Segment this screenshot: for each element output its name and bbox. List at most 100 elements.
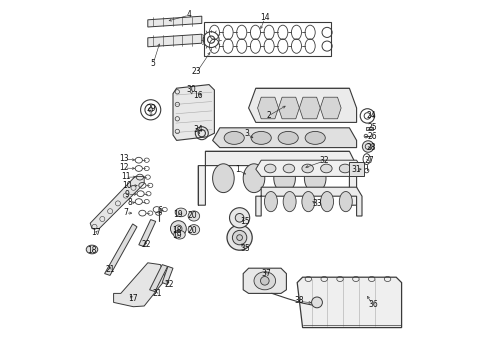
Text: 21: 21 (152, 289, 162, 298)
Text: 8: 8 (127, 198, 132, 207)
Text: 6: 6 (158, 206, 163, 215)
Text: 21: 21 (105, 266, 115, 274)
Text: 18: 18 (172, 226, 181, 235)
Polygon shape (139, 220, 156, 247)
Ellipse shape (174, 230, 185, 239)
Polygon shape (198, 151, 357, 205)
Polygon shape (278, 97, 299, 119)
Text: 12: 12 (120, 163, 129, 172)
Text: 19: 19 (173, 210, 183, 219)
Text: 37: 37 (262, 269, 271, 278)
Ellipse shape (237, 235, 243, 240)
Text: 19: 19 (172, 231, 181, 240)
Text: 20: 20 (188, 211, 197, 220)
Polygon shape (104, 224, 137, 275)
Text: 35: 35 (240, 244, 250, 253)
Text: 15: 15 (240, 217, 250, 226)
Text: 3: 3 (245, 129, 249, 138)
Polygon shape (149, 265, 168, 292)
Text: 4: 4 (187, 10, 192, 19)
Text: 1: 1 (235, 165, 240, 174)
Polygon shape (258, 97, 278, 119)
Ellipse shape (283, 192, 296, 212)
Polygon shape (148, 16, 202, 27)
Ellipse shape (175, 208, 187, 217)
Text: 38: 38 (294, 296, 304, 305)
Ellipse shape (339, 192, 352, 212)
Ellipse shape (86, 245, 98, 254)
Ellipse shape (224, 131, 245, 144)
Ellipse shape (302, 164, 314, 173)
Polygon shape (320, 97, 341, 119)
Ellipse shape (254, 272, 275, 290)
Text: 11: 11 (121, 172, 130, 181)
Text: 9: 9 (125, 190, 130, 199)
Polygon shape (366, 127, 373, 130)
Text: 22: 22 (141, 240, 151, 249)
Text: 24: 24 (366, 111, 376, 120)
Text: 17: 17 (91, 228, 100, 237)
Text: 23: 23 (192, 68, 201, 77)
Text: 16: 16 (194, 91, 203, 100)
Polygon shape (243, 268, 286, 293)
Ellipse shape (265, 164, 276, 173)
Polygon shape (213, 128, 357, 148)
Text: 10: 10 (122, 181, 132, 190)
Ellipse shape (188, 211, 199, 221)
Text: 5: 5 (151, 58, 156, 68)
Ellipse shape (320, 192, 334, 212)
Text: 32: 32 (319, 156, 329, 165)
Ellipse shape (148, 108, 153, 112)
Ellipse shape (227, 225, 252, 250)
Polygon shape (256, 187, 362, 216)
Ellipse shape (304, 164, 326, 193)
Ellipse shape (274, 164, 295, 193)
Text: 26: 26 (368, 132, 378, 141)
Ellipse shape (232, 230, 247, 245)
Text: 28: 28 (366, 143, 376, 152)
Polygon shape (173, 85, 215, 140)
Ellipse shape (302, 192, 315, 212)
Polygon shape (297, 277, 402, 328)
Text: 14: 14 (260, 13, 270, 22)
Text: 31: 31 (352, 165, 362, 174)
Text: 2: 2 (266, 111, 271, 120)
Text: 18: 18 (87, 246, 97, 255)
Ellipse shape (339, 164, 351, 173)
Ellipse shape (243, 164, 265, 193)
Bar (204, 22, 331, 56)
Polygon shape (299, 97, 320, 119)
Ellipse shape (261, 276, 269, 285)
Ellipse shape (251, 131, 271, 144)
Ellipse shape (363, 141, 374, 152)
Polygon shape (114, 263, 166, 307)
Ellipse shape (265, 192, 277, 212)
Polygon shape (162, 266, 173, 284)
Ellipse shape (320, 164, 332, 173)
Ellipse shape (229, 208, 250, 228)
Ellipse shape (213, 164, 234, 193)
Polygon shape (90, 176, 144, 229)
Text: 36: 36 (368, 300, 378, 309)
Text: 29: 29 (147, 104, 156, 112)
Ellipse shape (283, 164, 294, 173)
Ellipse shape (235, 213, 244, 222)
Text: 22: 22 (165, 280, 174, 289)
Text: 33: 33 (312, 199, 322, 208)
Text: 34: 34 (194, 125, 203, 134)
Text: 17: 17 (128, 294, 138, 303)
Polygon shape (248, 88, 357, 122)
Bar (349, 162, 364, 176)
Ellipse shape (305, 131, 325, 144)
Ellipse shape (188, 225, 199, 235)
Text: 20: 20 (188, 226, 197, 235)
Text: 13: 13 (120, 154, 129, 163)
Ellipse shape (171, 221, 186, 237)
Text: 25: 25 (368, 123, 378, 132)
Polygon shape (148, 34, 202, 47)
Text: 7: 7 (123, 208, 128, 217)
Text: 27: 27 (365, 156, 374, 165)
Ellipse shape (278, 131, 298, 144)
Polygon shape (256, 160, 362, 176)
Text: 30: 30 (186, 85, 196, 94)
